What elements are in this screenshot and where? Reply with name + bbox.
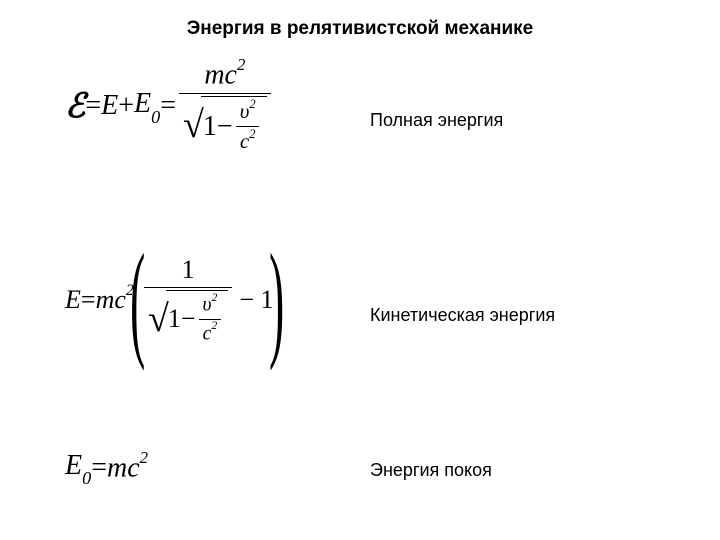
eq-sign: =	[91, 452, 107, 484]
fraction-main: mc2 √ 1 − υ2 c2	[179, 58, 271, 154]
eq-sign-2: =	[160, 90, 176, 122]
symbol-mc2: mc2	[107, 451, 148, 484]
parenthesized-term: ( 1 √ 1 − υ2 c2	[134, 225, 281, 375]
formula-kinetic-energy: E = mc2 ( 1 √ 1 − υ2 c2	[65, 225, 281, 375]
label-rest-energy: Энергия покоя	[370, 460, 492, 481]
formula-total-energy: ℰ = E + E0 = mc2 √ 1 − υ2 c2	[65, 58, 274, 154]
symbol-E0: E0	[134, 88, 160, 124]
symbol-epsilon: ℰ	[65, 86, 85, 126]
plus-sign: +	[118, 90, 134, 122]
symbol-E: E	[101, 90, 118, 122]
page-title: Энергия в релятивистской механике	[0, 18, 720, 40]
symbol-E: E	[65, 285, 81, 315]
label-total-energy: Полная энергия	[370, 110, 503, 131]
symbol-E0: E0	[65, 450, 91, 486]
eq-sign: =	[85, 90, 101, 122]
eq-sign: =	[81, 285, 96, 315]
formula-rest-energy: E0 = mc2	[65, 450, 148, 486]
label-kinetic-energy: Кинетическая энергия	[370, 305, 555, 326]
symbol-mc2: mc2	[96, 285, 134, 315]
